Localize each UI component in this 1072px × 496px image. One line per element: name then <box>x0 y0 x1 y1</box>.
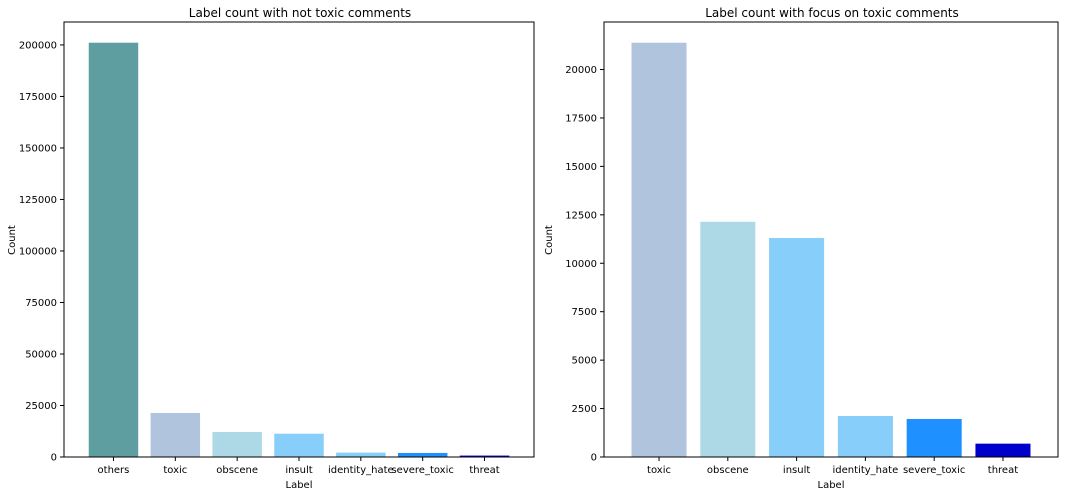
chart-left-bar-severe-toxic <box>397 452 448 457</box>
chart-left: Label count with not toxic comments othe… <box>7 6 535 491</box>
chart-right-ytick-label: 2500 <box>572 404 597 415</box>
chart-right-bar-threat <box>975 443 1031 457</box>
chart-left-xtick-label: obscene <box>216 465 258 476</box>
chart-left-bar-others <box>88 42 139 458</box>
chart-left-xtick-label: severe_toxic <box>391 465 453 476</box>
chart-right-axes-frame <box>603 21 1059 458</box>
chart-left-axes-frame <box>63 21 535 458</box>
chart-right-ytick-label: 15000 <box>565 162 597 173</box>
chart-left-ytick-label: 50000 <box>25 349 57 360</box>
chart-left-xtick-label: threat <box>469 465 499 476</box>
chart-left-bar-identity-hate <box>336 452 386 457</box>
chart-left-bar-threat <box>459 455 510 457</box>
chart-left-xtick-label: insult <box>285 465 312 476</box>
chart-left-ytick-label: 75000 <box>25 298 57 309</box>
chart-right-bar-severe-toxic <box>906 418 962 457</box>
chart-right-xtick-label: identity_hate <box>833 465 899 476</box>
chart-left-ytick-label: 100000 <box>19 246 57 257</box>
chart-right-plot-area: toxic obscene insult identity_hate severe_to… <box>565 42 1031 476</box>
chart-left-plot-area: others toxic obscene insult identity_hatesev… <box>19 40 510 476</box>
chart-right-ytick-label: 12500 <box>565 210 597 221</box>
chart-left-bar-insult <box>274 433 324 457</box>
chart-right-ytick-label: 20000 <box>565 65 597 76</box>
chart-right-ylabel: Count <box>544 225 555 255</box>
chart-left-ytick-label: 200000 <box>19 40 57 51</box>
chart-right-xtick-label: insult <box>783 465 810 476</box>
chart-left-xtick-label: others <box>98 465 130 476</box>
chart-right-ytick-label: 0 <box>591 453 597 464</box>
chart-right-ytick-label: 10000 <box>565 259 597 270</box>
chart-left-bar-toxic <box>150 412 201 457</box>
chart-right-xtick-label: threat <box>988 465 1018 476</box>
chart-left-ytick-label: 25000 <box>25 401 57 412</box>
chart-left-title: Label count with not toxic comments <box>189 6 411 20</box>
chart-right-ytick-label: 7500 <box>572 307 597 318</box>
chart-right-ytick-label: 17500 <box>565 113 597 124</box>
chart-left-bar-obscene <box>212 431 262 457</box>
chart-left-ytick-label: 150000 <box>19 143 57 154</box>
chart-left-xlabel: Label <box>286 480 313 491</box>
chart-right-xtick-label: obscene <box>707 465 749 476</box>
chart-right-bar-toxic <box>631 42 687 458</box>
chart-right-bar-insult <box>769 238 825 457</box>
chart-right-title: Label count with focus on toxic comments <box>705 6 959 20</box>
chart-left-ylabel: Count <box>7 225 18 255</box>
chart-right-xtick-label: severe_toxic <box>903 465 965 476</box>
chart-right-ytick-label: 5000 <box>572 356 597 367</box>
chart-left-ytick-label: 0 <box>51 453 57 464</box>
chart-left-xtick-label: toxic <box>163 465 187 476</box>
chart-right-xlabel: Label <box>818 480 845 491</box>
chart-right: Label count with focus on toxic comments… <box>544 6 1059 491</box>
chart-left-ytick-label: 175000 <box>19 92 57 103</box>
chart-left-ytick-label: 125000 <box>19 195 57 206</box>
chart-right-bar-identity-hate <box>837 415 893 457</box>
chart-right-bar-obscene <box>700 221 756 457</box>
chart-left-xtick-label: identity_hate <box>328 465 394 476</box>
chart-right-xtick-label: toxic <box>647 465 671 476</box>
